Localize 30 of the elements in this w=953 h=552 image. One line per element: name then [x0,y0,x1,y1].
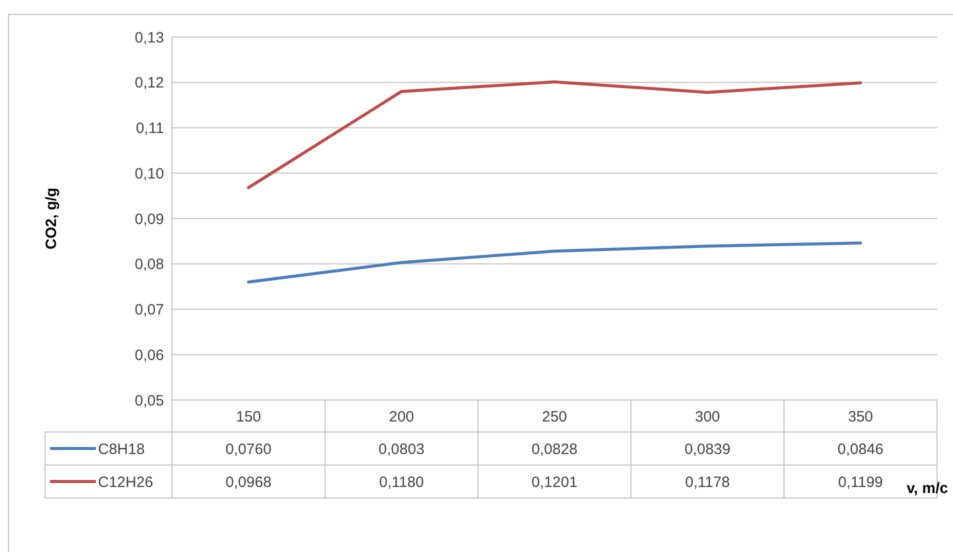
y-tick-label: 0,10 [134,165,164,182]
y-tick-label: 0,05 [134,392,164,410]
data-label: 0,0839 [684,440,730,458]
y-tick-label: 0,08 [134,256,164,274]
x-axis-title: v, m/c [906,480,948,497]
data-label: 0,0803 [378,440,424,458]
y-tick-label: 0,09 [134,210,164,228]
line-series [247,242,862,284]
data-label: 0,0846 [838,440,884,458]
line-series [247,80,862,190]
data-label: 0,1199 [838,474,883,491]
y-tick-label: 0,13 [134,29,164,46]
y-tick-label: 0,06 [134,346,164,364]
y-tick-label: 0,12 [134,74,164,92]
y-tick-label: 0,11 [136,120,164,137]
x-tick-label: 250 [542,408,568,426]
x-tick-label: 350 [848,408,874,426]
data-label: 0,1180 [379,474,424,491]
data-label: 0,1178 [685,474,730,491]
x-tick-label: 150 [236,408,262,426]
y-tick-label: 0,07 [134,302,164,318]
data-label: 0,0968 [226,474,272,491]
x-tick-label: 300 [694,408,720,426]
legend-label: C8H18 [98,440,145,458]
x-tick-label: 200 [388,408,414,426]
y-axis-title: CO2, g/g [43,188,60,250]
data-label: 0,0760 [226,440,272,458]
data-label: 0,1201 [532,474,578,491]
legend-label: C12H26 [98,474,154,491]
data-label: 0,0828 [532,440,578,458]
